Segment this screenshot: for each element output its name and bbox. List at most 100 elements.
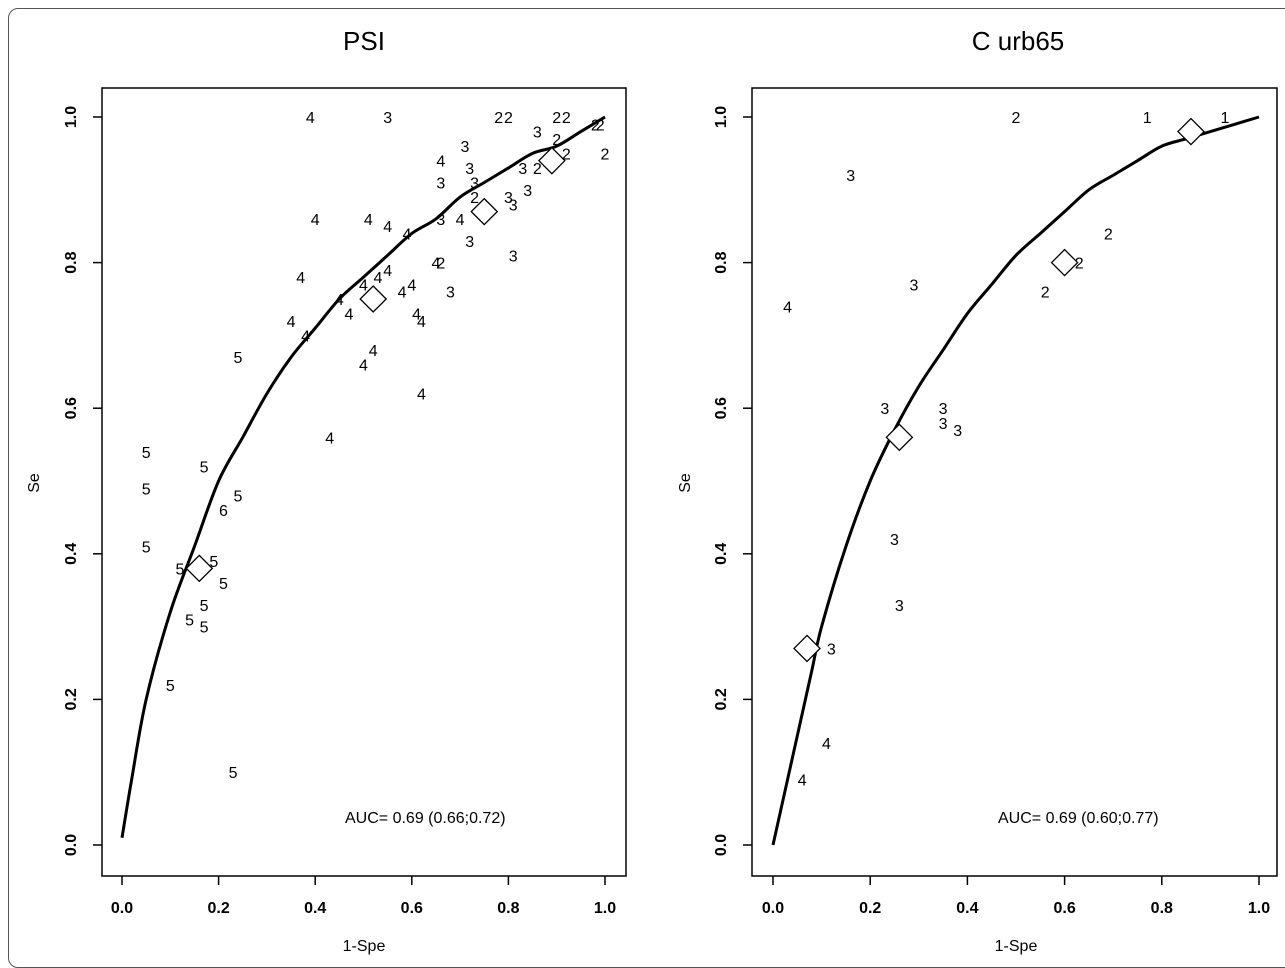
data-point-label: 3 <box>436 176 445 193</box>
data-point-label: 3 <box>953 423 962 440</box>
data-point-label: 4 <box>311 212 320 229</box>
data-point-label: 3 <box>465 234 474 251</box>
y-tick-label: 0.8 <box>713 251 730 273</box>
data-point-label: 5 <box>209 554 218 571</box>
x-tick-label: 0.4 <box>304 900 326 917</box>
data-point-label: 1 <box>1143 110 1152 127</box>
data-point-label: 4 <box>374 270 383 287</box>
x-tick-label: 0.0 <box>762 900 784 917</box>
data-point-label: 3 <box>460 139 469 156</box>
psi-title: PSI <box>343 26 385 56</box>
y-tick-label: 0.2 <box>63 688 80 710</box>
data-point-label: 3 <box>939 401 948 418</box>
x-tick-label: 0.2 <box>207 900 229 917</box>
y-tick-label: 0.6 <box>713 397 730 419</box>
data-point-label: 5 <box>233 350 242 367</box>
data-point-label: 5 <box>200 620 209 637</box>
data-point-label: 3 <box>523 183 532 200</box>
data-point-label: 3 <box>436 212 445 229</box>
data-point-label: 4 <box>306 110 315 127</box>
data-point-label: 4 <box>417 387 426 404</box>
y-tick-label: 1.0 <box>63 106 80 128</box>
data-point-label: 4 <box>287 314 296 331</box>
data-point-label: 5 <box>233 489 242 506</box>
summary-diamond <box>185 554 214 583</box>
data-point-label: 1 <box>1221 110 1230 127</box>
summary-diamond <box>885 423 914 452</box>
data-point-label: 4 <box>359 358 368 375</box>
data-point-label: 5 <box>219 576 228 593</box>
y-tick-label: 0.8 <box>63 251 80 273</box>
data-point-label: 2 <box>1012 110 1021 127</box>
data-point-label: 4 <box>335 292 344 309</box>
data-point-label: 3 <box>383 110 392 127</box>
curb65-y-axis: 0.0 0.2 0.4 0.6 0.8 1.0 <box>713 106 752 856</box>
data-point-label: 3 <box>880 401 889 418</box>
data-point-label: 2 <box>562 146 571 163</box>
data-point-label: 4 <box>325 430 334 447</box>
data-point-label: 5 <box>142 540 151 557</box>
data-point-label: 5 <box>166 678 175 695</box>
summary-diamond <box>537 146 566 175</box>
data-point-label: 3 <box>895 598 904 615</box>
data-point-label: 3 <box>533 125 542 142</box>
data-point-label: 5 <box>176 561 185 578</box>
data-point-label: 5 <box>142 445 151 462</box>
y-tick-label: 0.6 <box>63 397 80 419</box>
psi-panel: PSI 0.0 0.2 0.4 0.6 0.8 1.0 0.0 0.2 0.4 0.6 0.8 1.… <box>26 26 627 955</box>
y-tick-label: 0.2 <box>713 688 730 710</box>
psi-plot-border <box>101 87 627 877</box>
psi-auc-annotation: AUC= 0.69 (0.66;0.72) <box>345 810 506 827</box>
x-tick-label: 1.0 <box>594 900 616 917</box>
data-point-label: 3 <box>470 176 479 193</box>
data-point-label: 4 <box>359 277 368 294</box>
data-point-label: 3 <box>509 248 518 265</box>
data-point-label: 5 <box>185 612 194 629</box>
summary-diamond <box>793 634 821 663</box>
psi-y-axis-label: Se <box>26 473 43 493</box>
curb65-x-axis-label: 1-Spe <box>995 938 1038 955</box>
data-point-label: 4 <box>783 299 792 316</box>
y-tick-label: 0.0 <box>713 834 730 856</box>
data-point-label: 3 <box>504 190 513 207</box>
psi-roc-curve <box>120 115 606 838</box>
data-point-label: 2 <box>591 117 600 134</box>
summary-diamond <box>359 285 388 313</box>
data-point-label: 5 <box>200 459 209 476</box>
data-point-label: 4 <box>345 307 354 324</box>
summary-diamond <box>470 197 499 226</box>
data-point-label: 2 <box>504 110 513 127</box>
data-point-label: 2 <box>596 117 605 134</box>
data-point-label: 3 <box>890 532 899 549</box>
data-point-label: 4 <box>417 314 426 331</box>
x-tick-label: 0.2 <box>859 900 881 917</box>
data-point-label: 3 <box>518 161 527 178</box>
data-point-label: 3 <box>939 416 948 433</box>
data-point-label: 4 <box>436 154 445 171</box>
data-point-label: 4 <box>296 270 305 287</box>
curb65-plot-border <box>751 87 1278 877</box>
data-point-label: 2 <box>601 146 610 163</box>
data-point-label: 2 <box>533 161 542 178</box>
x-tick-label: 1.0 <box>1248 900 1270 917</box>
curb65-title: C urb65 <box>972 26 1065 56</box>
data-point-label: 2 <box>436 256 445 273</box>
psi-x-axis: 0.0 0.2 0.4 0.6 0.8 1.0 <box>111 876 616 917</box>
data-point-label: 4 <box>798 772 807 789</box>
data-point-label: 3 <box>465 161 474 178</box>
x-tick-label: 0.6 <box>1053 900 1075 917</box>
data-point-label: 4 <box>398 285 407 302</box>
data-point-label: 2 <box>494 110 503 127</box>
data-point-label: 4 <box>822 736 831 753</box>
curb65-roc-curve <box>771 115 1260 846</box>
x-tick-label: 0.0 <box>111 900 133 917</box>
x-tick-label: 0.4 <box>956 900 978 917</box>
y-tick-label: 0.4 <box>63 543 80 565</box>
data-point-label: 5 <box>229 765 238 782</box>
data-point-label: 2 <box>562 110 571 127</box>
x-tick-label: 0.8 <box>497 900 519 917</box>
data-point-label: 2 <box>1075 256 1084 273</box>
curb65-points: 2111322324333333344 <box>783 110 1229 789</box>
x-tick-label: 0.8 <box>1151 900 1173 917</box>
